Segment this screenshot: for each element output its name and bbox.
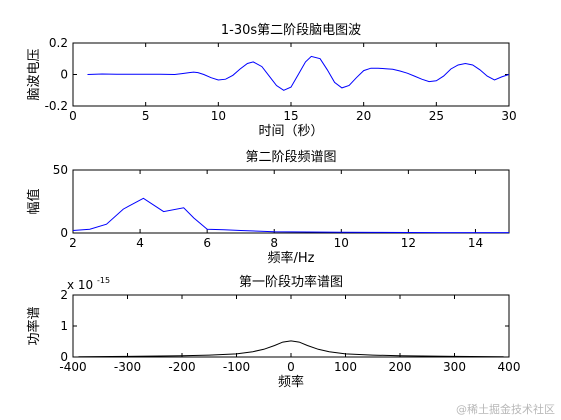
chart-2-ytick-label: 0 bbox=[60, 226, 68, 240]
chart-3-xtick-label: -200 bbox=[168, 360, 195, 374]
watermark: @稀土掘金技术社区 bbox=[456, 403, 555, 416]
chart-1-xtick-label: 10 bbox=[211, 109, 226, 123]
chart-3-ytick-label: 0 bbox=[60, 350, 68, 364]
chart-1-xtick-label: 20 bbox=[356, 109, 371, 123]
chart-3-scale-exponent: -15 bbox=[97, 276, 110, 285]
chart-2-series-line bbox=[72, 197, 509, 234]
chart-3-axes-box bbox=[72, 294, 510, 358]
chart-2-xtick-label: 14 bbox=[468, 236, 483, 250]
chart-1-ytick-label: 0.2 bbox=[49, 36, 68, 50]
chart-3-ytick-label: 1 bbox=[60, 319, 68, 333]
chart-3-ytick-label: 2 bbox=[60, 288, 68, 302]
chart-2-xlabel: 频率/Hz bbox=[268, 250, 315, 266]
chart-3-xtick-label: 200 bbox=[389, 360, 412, 374]
chart-3-xtick-label: 300 bbox=[443, 360, 466, 374]
chart-2-xtick-label: 6 bbox=[203, 236, 211, 250]
chart-2-xtick-label: 12 bbox=[401, 236, 416, 250]
chart-3-xtick-label: -100 bbox=[223, 360, 250, 374]
chart-1-series-line bbox=[87, 55, 510, 91]
chart-3-ylabel: 功率谱 bbox=[26, 306, 42, 345]
chart-3-title: 第一阶段功率谱图 bbox=[239, 274, 343, 290]
chart-1-xtick-label: 25 bbox=[429, 109, 444, 123]
chart-3-xtick-label: 100 bbox=[334, 360, 357, 374]
chart-3-xtick-label: 400 bbox=[498, 360, 521, 374]
chart-3-xtick-label: 0 bbox=[287, 360, 295, 374]
chart-2-ytick-label: 50 bbox=[53, 163, 68, 177]
chart-1-xtick-label: 30 bbox=[501, 109, 516, 123]
chart-1-ylabel: 脑波电压 bbox=[27, 48, 42, 100]
chart-1-xtick-label: 5 bbox=[142, 109, 150, 123]
chart-3-scale-label: x 10 bbox=[67, 278, 93, 292]
chart-3-series-line bbox=[78, 340, 504, 358]
chart-2-xtick-label: 10 bbox=[334, 236, 349, 250]
chart-1-title: 1-30s第二阶段脑电图波 bbox=[221, 23, 361, 38]
chart-3-xlabel: 频率 bbox=[278, 374, 304, 390]
chart-2-title: 第二阶段频谱图 bbox=[245, 150, 336, 165]
chart-2-axes-box bbox=[72, 169, 510, 234]
chart-2-xtick-label: 2 bbox=[69, 236, 77, 250]
chart-3-xtick-label: -300 bbox=[114, 360, 141, 374]
chart-3-xtick-label: -400 bbox=[59, 360, 86, 374]
chart-1-ytick-label: -0.2 bbox=[45, 99, 68, 113]
chart-1-xlabel: 时间（秒） bbox=[258, 124, 323, 139]
chart-1-xtick-label: 15 bbox=[283, 109, 298, 123]
chart-2-xtick-label: 8 bbox=[270, 236, 278, 250]
chart-1-ytick-label: 0 bbox=[60, 68, 68, 82]
chart-2-xtick-label: 4 bbox=[136, 236, 144, 250]
chart-1-xtick-label: 0 bbox=[69, 109, 77, 123]
chart-2-ylabel: 幅值 bbox=[26, 188, 42, 214]
